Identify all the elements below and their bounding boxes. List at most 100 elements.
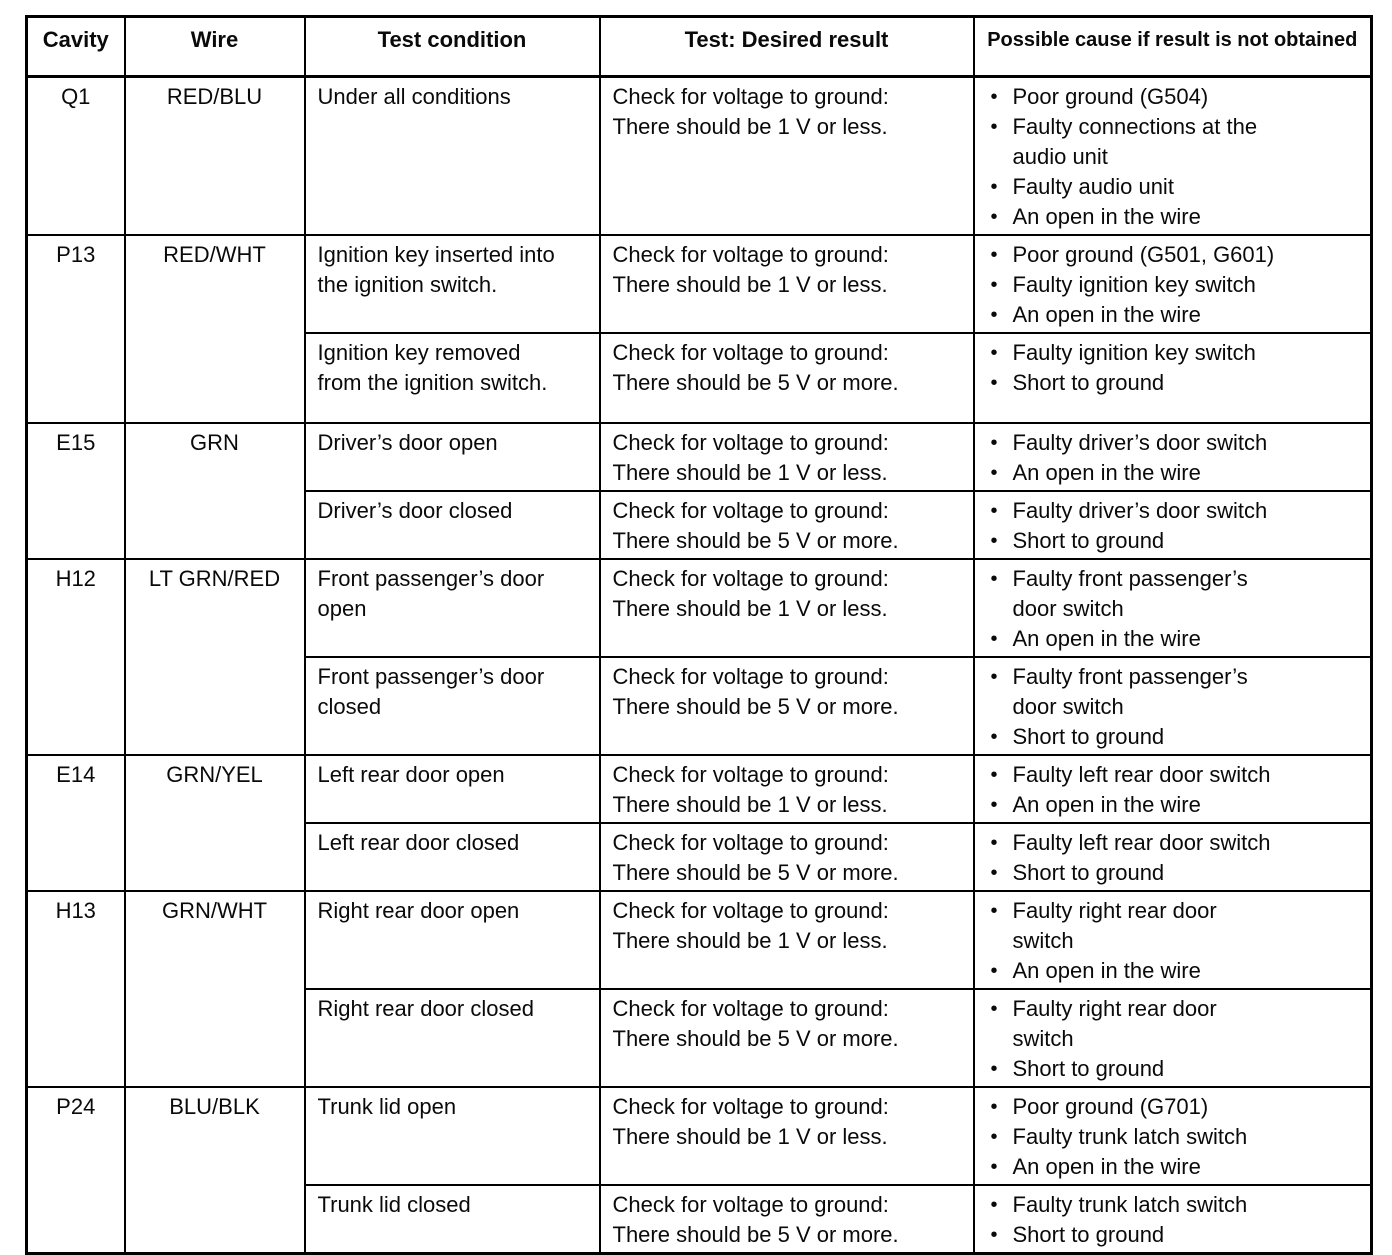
result-lines: Check for voltage to ground: There should…: [613, 338, 967, 398]
result-cell: Check for voltage to ground: There should…: [598, 988, 975, 1088]
cause-item: An open in the wire: [987, 300, 1278, 330]
table-row: E15 GRN Driver’s door open Check for vol…: [25, 422, 1373, 560]
cause-item: Faulty front passenger’s door switch: [987, 662, 1278, 722]
causes-cell: Faulty front passenger’s door switchShor…: [972, 656, 1373, 756]
causes-cell: Faulty front passenger’s door switchAn o…: [972, 558, 1373, 658]
cavity-cell: H13: [25, 890, 126, 1088]
condition-cell: Under all conditions: [303, 75, 601, 236]
result-lines: Check for voltage to ground: There should…: [613, 896, 967, 956]
condition-text: Trunk lid open: [317, 1094, 457, 1119]
condition-text: Ignition key inserted into the ignition …: [317, 242, 555, 297]
cause-item: Faulty left rear door switch: [987, 828, 1278, 858]
cause-item: An open in the wire: [987, 202, 1278, 232]
cavity-cell: E15: [25, 422, 126, 560]
condition-text: Driver’s door open: [317, 430, 498, 455]
wire-cell: LT GRN/RED: [123, 558, 306, 756]
result-line: There should be 1 V or less.: [612, 792, 888, 817]
cause-item: Faulty ignition key switch: [987, 270, 1278, 300]
wire-cell: RED/BLU: [123, 75, 306, 236]
cause-list: Faulty trunk latch switchShort to ground: [987, 1190, 1365, 1250]
cause-item: An open in the wire: [987, 1152, 1278, 1182]
condition-text: Front passenger’s door closed: [317, 664, 545, 719]
cavity-cell: E14: [25, 754, 126, 892]
condition-cell: Front passenger’s door open: [303, 558, 601, 658]
cause-item: Short to ground: [987, 722, 1278, 752]
result-lines: Check for voltage to ground: There should…: [613, 82, 967, 142]
cause-item: Faulty driver’s door switch: [987, 496, 1278, 526]
result-lines: Check for voltage to ground: There should…: [613, 240, 967, 300]
result-line: Check for voltage to ground:: [612, 762, 889, 787]
cause-item: Faulty right rear door switch: [987, 994, 1278, 1054]
wire-cell: GRN/YEL: [123, 754, 306, 892]
result-cell: Check for voltage to ground: There should…: [598, 332, 975, 424]
cavity-cell: H12: [25, 558, 126, 756]
header-row: Cavity Wire Test condition Test: Desired…: [25, 15, 1373, 78]
col-header-desired-result: Test: Desired result: [598, 15, 975, 78]
result-line: Check for voltage to ground:: [612, 898, 889, 923]
causes-cell: Faulty trunk latch switchShort to ground: [972, 1184, 1373, 1255]
table-row: Front passenger’s door closed Check for …: [27, 656, 1373, 756]
result-lines: Check for voltage to ground: There should…: [613, 496, 967, 556]
result-line: Check for voltage to ground:: [612, 430, 889, 455]
condition-cell: Trunk lid open: [303, 1086, 601, 1186]
cause-item: Poor ground (G501, G601): [987, 240, 1278, 270]
result-lines: Check for voltage to ground: There should…: [613, 1190, 967, 1250]
result-cell: Check for voltage to ground: There should…: [598, 822, 975, 892]
result-line: Check for voltage to ground:: [612, 566, 889, 591]
table-row: Right rear door closed Check for voltage…: [27, 988, 1373, 1088]
cause-item: An open in the wire: [987, 624, 1278, 654]
result-line: Check for voltage to ground:: [612, 664, 889, 689]
result-line: There should be 5 V or more.: [612, 370, 899, 395]
table-row: P24 BLU/BLK Trunk lid open Check for vol…: [25, 1086, 1373, 1255]
col-header-possible-cause: Possible cause if result is not obtained: [972, 15, 1373, 78]
table-row: H12 LT GRN/RED Front passenger’s door op…: [25, 558, 1373, 756]
result-cell: Check for voltage to ground: There should…: [598, 422, 975, 492]
cause-item: Faulty trunk latch switch: [987, 1190, 1278, 1220]
condition-text: Trunk lid closed: [317, 1192, 471, 1217]
wire-cell: BLU/BLK: [123, 1086, 306, 1255]
result-line: There should be 5 V or more.: [612, 694, 899, 719]
causes-cell: Poor ground (G701)Faulty trunk latch swi…: [972, 1086, 1373, 1186]
cause-list: Faulty driver’s door switchAn open in th…: [987, 428, 1365, 488]
cavity-cell: P13: [25, 234, 126, 424]
result-line: Check for voltage to ground:: [612, 830, 889, 855]
table-row: Left rear door closed Check for voltage …: [27, 822, 1373, 892]
table-row: H13 GRN/WHT Right rear door open Check f…: [25, 890, 1373, 1088]
cause-list: Faulty left rear door switchAn open in t…: [987, 760, 1365, 820]
cause-item: Faulty front passenger’s door switch: [987, 564, 1278, 624]
result-lines: Check for voltage to ground: There should…: [613, 828, 967, 888]
result-cell: Check for voltage to ground: There should…: [598, 75, 975, 236]
result-line: There should be 1 V or less.: [612, 1124, 888, 1149]
result-line: Check for voltage to ground:: [612, 340, 889, 365]
cause-item: Faulty driver’s door switch: [987, 428, 1278, 458]
causes-cell: Faulty ignition key switchShort to groun…: [972, 332, 1373, 424]
result-line: Check for voltage to ground:: [612, 84, 889, 109]
causes-cell: Faulty right rear door switchAn open in …: [972, 890, 1373, 990]
condition-text: Driver’s door closed: [317, 498, 513, 523]
cause-item: Short to ground: [987, 858, 1278, 888]
result-line: There should be 5 V or more.: [612, 528, 899, 553]
causes-cell: Faulty left rear door switchShort to gro…: [972, 822, 1373, 892]
col-header-wire: Wire: [123, 15, 306, 78]
result-cell: Check for voltage to ground: There should…: [598, 490, 975, 560]
result-line: There should be 5 V or more.: [612, 1222, 899, 1247]
cause-item: An open in the wire: [987, 458, 1278, 488]
result-line: There should be 1 V or less.: [612, 272, 888, 297]
col-header-test-condition: Test condition: [303, 15, 601, 78]
causes-cell: Faulty driver’s door switchAn open in th…: [972, 422, 1373, 492]
result-cell: Check for voltage to ground: There should…: [598, 890, 975, 990]
cause-item: Faulty connections at the audio unit: [987, 112, 1278, 172]
cause-item: Faulty audio unit: [987, 172, 1278, 202]
cause-item: An open in the wire: [987, 956, 1278, 986]
cause-item: Faulty right rear door switch: [987, 896, 1278, 956]
condition-text: Right rear door closed: [317, 996, 534, 1021]
causes-cell: Faulty driver’s door switchShort to grou…: [972, 490, 1373, 560]
cause-list: Faulty right rear door switchShort to gr…: [987, 994, 1365, 1084]
result-lines: Check for voltage to ground: There should…: [613, 428, 967, 488]
cavity-cell: P24: [25, 1086, 126, 1255]
result-cell: Check for voltage to ground: There should…: [598, 656, 975, 756]
condition-cell: Right rear door open: [303, 890, 601, 990]
result-cell: Check for voltage to ground: There should…: [598, 234, 975, 334]
causes-cell: Faulty right rear door switchShort to gr…: [972, 988, 1373, 1088]
cause-item: Short to ground: [987, 1220, 1278, 1250]
